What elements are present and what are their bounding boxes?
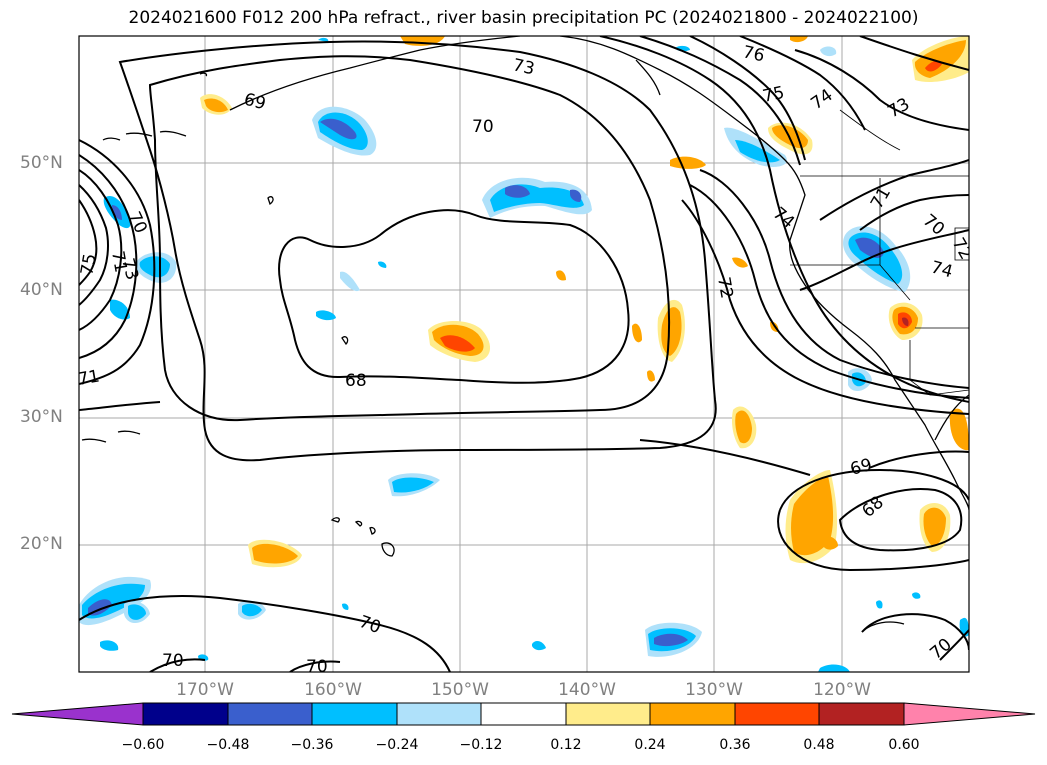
colorbar-segment	[311, 702, 398, 726]
contour-label: 70	[472, 117, 494, 137]
lon-label: 170°W	[176, 680, 234, 700]
contour-label: 76	[741, 42, 766, 66]
contour-label: 68	[345, 371, 367, 391]
colorbar-segment	[142, 702, 229, 726]
contour-label: 70	[162, 651, 184, 671]
contour-label: 71	[107, 249, 130, 274]
map-title: 2024021600 F012 200 hPa refract., river …	[128, 8, 919, 28]
colorbar-extend-high	[903, 702, 1036, 726]
refractivity-contours	[79, 36, 969, 672]
lat-label: 20°N	[20, 534, 63, 554]
colorbar-segment	[227, 702, 313, 726]
colorbar-tick-label: −0.12	[459, 737, 503, 753]
colorbar-tick-label: 0.24	[634, 737, 666, 753]
contour-label: 68	[858, 493, 887, 522]
lat-label: 40°N	[20, 280, 63, 300]
contour-label: 70	[926, 635, 955, 664]
lon-label: 160°W	[304, 680, 362, 700]
colorbar-segment	[480, 702, 567, 726]
contour-label: 70	[356, 612, 383, 638]
colorbar-segment	[818, 702, 905, 726]
contour-label: 74	[807, 85, 836, 114]
colorbar-tick-label: −0.36	[290, 737, 334, 753]
lon-label: 140°W	[558, 680, 616, 700]
contour-label: 73	[117, 256, 142, 282]
colorbar-segment	[565, 702, 651, 726]
contour-label: 69	[242, 90, 268, 115]
lon-label: 150°W	[431, 680, 489, 700]
colorbar	[11, 702, 1036, 726]
lon-label: 130°W	[685, 680, 743, 700]
map-frame	[78, 35, 970, 673]
contour-label: 72	[713, 275, 736, 300]
graticule	[79, 36, 969, 672]
colorbar-tick-label: −0.24	[375, 737, 419, 753]
lon-label: 120°W	[813, 680, 871, 700]
colorbar-tick-label: 0.12	[550, 737, 582, 753]
colorbar-segment	[396, 702, 482, 726]
political-borders	[790, 109, 969, 396]
colorbar-tick-label: −0.60	[121, 737, 165, 753]
contour-label: 69	[848, 455, 874, 480]
colorbar-tick-label: −0.48	[206, 737, 250, 753]
colorbar-tick-label: 0.36	[719, 737, 751, 753]
colorbar-segment	[649, 702, 736, 726]
contour-label: 75	[761, 83, 786, 107]
lat-label: 50°N	[20, 153, 63, 173]
colorbar-extend-low	[11, 702, 144, 726]
contour-label: 70	[306, 657, 328, 677]
contour-label: 74	[929, 258, 955, 283]
lat-label: 30°N	[20, 407, 63, 427]
colorbar-tick-label: 0.60	[888, 737, 920, 753]
contour-label: 73	[511, 55, 536, 79]
contour-label: 71	[867, 184, 895, 213]
contour-label: 72	[948, 235, 976, 264]
colorbar-segment	[734, 702, 820, 726]
contour-label: 73	[885, 94, 914, 122]
contour-label: 71	[76, 366, 101, 389]
precipitation-shading	[79, 36, 969, 672]
colorbar-tick-label: 0.48	[803, 737, 835, 753]
contour-label: 75	[77, 252, 100, 277]
